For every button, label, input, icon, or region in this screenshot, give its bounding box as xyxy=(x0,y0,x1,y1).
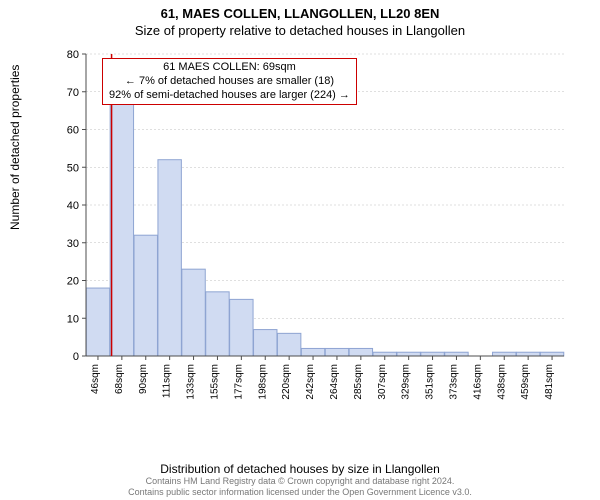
svg-text:416sqm: 416sqm xyxy=(472,364,483,400)
chart-subtitle: Size of property relative to detached ho… xyxy=(0,21,600,38)
svg-text:111sqm: 111sqm xyxy=(162,364,173,398)
svg-text:264sqm: 264sqm xyxy=(329,364,340,400)
y-axis-label: Number of detached properties xyxy=(8,65,22,230)
svg-text:481sqm: 481sqm xyxy=(544,364,555,400)
svg-text:40: 40 xyxy=(67,200,79,212)
annotation-line2: ← 7% of detached houses are smaller (18) xyxy=(109,75,350,89)
svg-text:90sqm: 90sqm xyxy=(138,364,149,394)
svg-text:0: 0 xyxy=(73,351,79,363)
histogram-chart: 0 10 20 30 40 50 60 70 80 46sqm 68sqm 90sqm 111sqm 13… xyxy=(62,48,570,418)
footer-line1: Contains HM Land Registry data © Crown c… xyxy=(0,476,600,487)
svg-text:68sqm: 68sqm xyxy=(114,364,125,394)
svg-text:438sqm: 438sqm xyxy=(496,364,507,400)
svg-text:220sqm: 220sqm xyxy=(281,364,292,400)
chart-container: 61, MAES COLLEN, LLANGOLLEN, LL20 8EN Si… xyxy=(0,0,600,500)
annotation-box: 61 MAES COLLEN: 69sqm ← 7% of detached h… xyxy=(102,58,357,105)
svg-text:285sqm: 285sqm xyxy=(353,364,364,400)
attribution-footer: Contains HM Land Registry data © Crown c… xyxy=(0,476,600,498)
svg-text:459sqm: 459sqm xyxy=(520,364,531,400)
svg-text:80: 80 xyxy=(67,49,79,61)
svg-text:50: 50 xyxy=(67,162,79,174)
annotation-line3: 92% of semi-detached houses are larger (… xyxy=(109,89,350,103)
svg-text:133sqm: 133sqm xyxy=(186,364,197,400)
x-axis-label: Distribution of detached houses by size … xyxy=(0,462,600,476)
annotation-line1: 61 MAES COLLEN: 69sqm xyxy=(109,61,350,75)
footer-line2: Contains public sector information licen… xyxy=(0,487,600,498)
svg-text:70: 70 xyxy=(67,87,79,99)
svg-text:307sqm: 307sqm xyxy=(377,364,388,400)
svg-text:20: 20 xyxy=(67,276,79,288)
svg-text:30: 30 xyxy=(67,238,79,250)
property-address: 61, MAES COLLEN, LLANGOLLEN, LL20 8EN xyxy=(0,0,600,21)
svg-text:373sqm: 373sqm xyxy=(448,364,459,400)
svg-text:10: 10 xyxy=(67,313,79,325)
svg-text:242sqm: 242sqm xyxy=(305,364,316,400)
svg-text:177sqm: 177sqm xyxy=(233,364,244,400)
svg-text:155sqm: 155sqm xyxy=(209,364,220,400)
svg-text:329sqm: 329sqm xyxy=(401,364,412,400)
svg-text:60: 60 xyxy=(67,125,79,137)
svg-text:351sqm: 351sqm xyxy=(425,364,436,400)
svg-text:198sqm: 198sqm xyxy=(257,364,268,400)
svg-text:46sqm: 46sqm xyxy=(90,364,101,394)
